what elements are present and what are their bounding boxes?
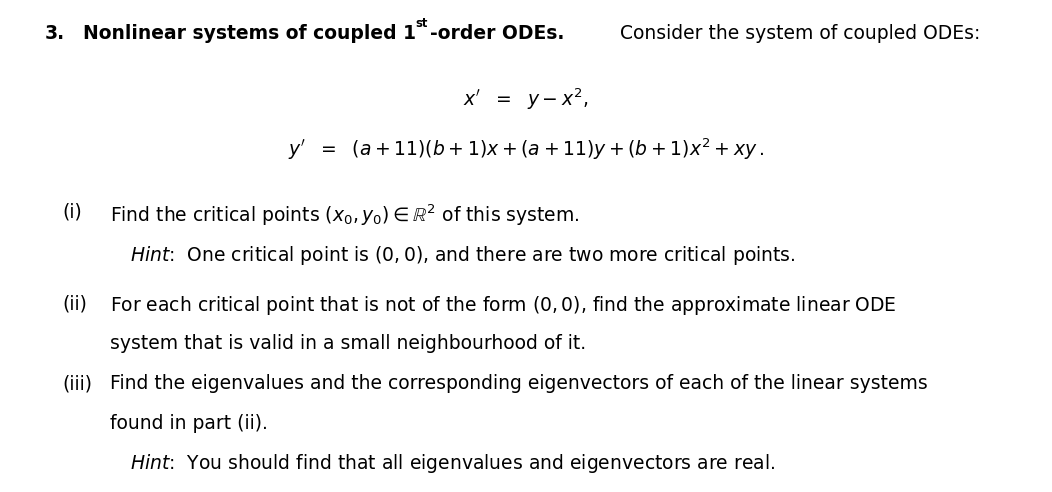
Text: Nonlinear systems of coupled 1: Nonlinear systems of coupled 1 (83, 24, 416, 43)
Text: system that is valid in a small neighbourhood of it.: system that is valid in a small neighbou… (110, 334, 586, 353)
Text: $\mathit{Hint}$:  One critical point is $(0,0)$, and there are two more critical: $\mathit{Hint}$: One critical point is $… (130, 244, 795, 267)
Text: $\mathit{Hint}$:  You should find that all eigenvalues and eigenvectors are real: $\mathit{Hint}$: You should find that al… (130, 452, 775, 475)
Text: (iii): (iii) (62, 374, 92, 393)
Text: (i): (i) (62, 202, 82, 221)
Text: (ii): (ii) (62, 294, 87, 313)
Text: st: st (414, 17, 427, 30)
Text: For each critical point that is not of the form $(0,0)$, find the approximate li: For each critical point that is not of t… (110, 294, 896, 317)
Text: -order ODEs.: -order ODEs. (430, 24, 564, 43)
Text: 3.: 3. (45, 24, 65, 43)
Text: Find the critical points $(x_0, y_0) \in \mathbb{R}^2$ of this system.: Find the critical points $(x_0, y_0) \in… (110, 202, 580, 227)
Text: $y'\ \ =\ \ (a+11)(b+1)x + (a+11)y + (b+1)x^2 + xy\,.$: $y'\ \ =\ \ (a+11)(b+1)x + (a+11)y + (b+… (288, 136, 764, 161)
Text: Consider the system of coupled ODEs:: Consider the system of coupled ODEs: (620, 24, 980, 43)
Text: found in part (ii).: found in part (ii). (110, 414, 268, 433)
Text: $x'\ \ =\ \ y - x^2,$: $x'\ \ =\ \ y - x^2,$ (464, 86, 588, 112)
Text: Find the eigenvalues and the corresponding eigenvectors of each of the linear sy: Find the eigenvalues and the correspondi… (110, 374, 928, 393)
